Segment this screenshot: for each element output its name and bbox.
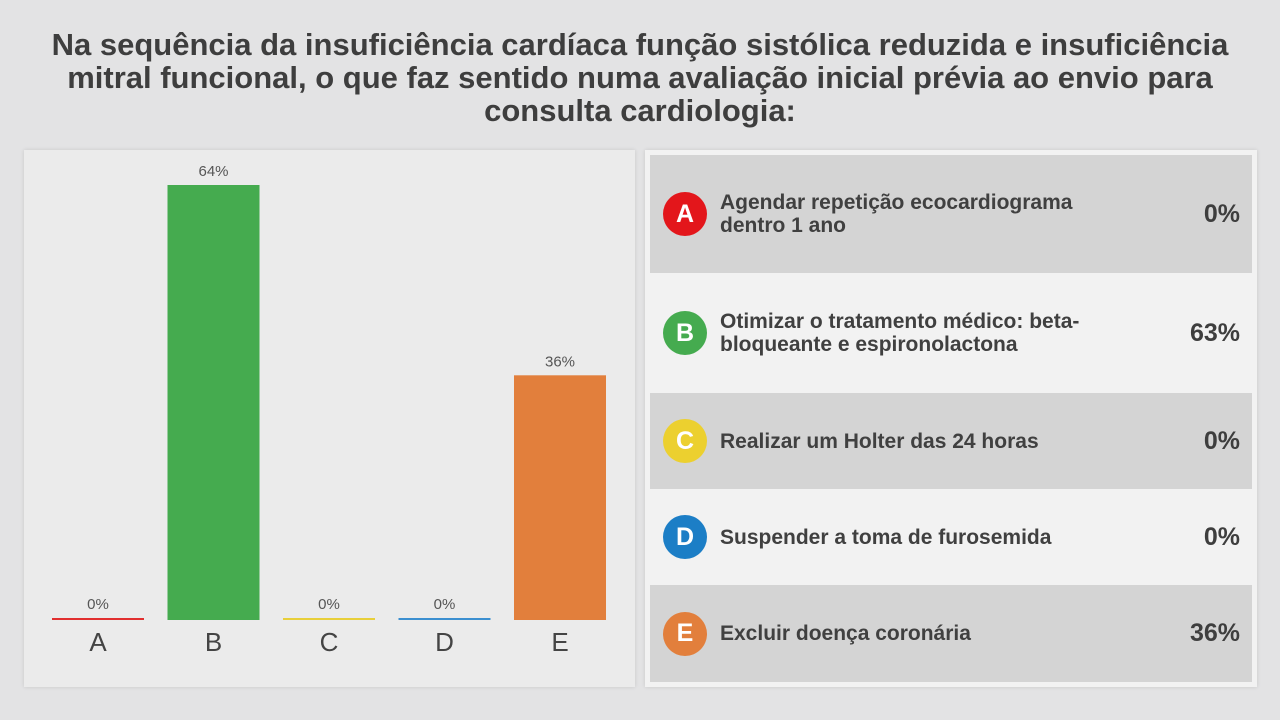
option-b[interactable]: B Otimizar o tratamento médico: beta-blo… (650, 273, 1252, 393)
option-d[interactable]: D Suspender a toma de furosemida 0% (650, 489, 1252, 585)
category-label-d: D (435, 627, 454, 657)
bar-value-label-d: 0% (434, 596, 456, 613)
option-e-text: Excluir doença coronária (720, 622, 971, 645)
option-b-badge: B (663, 311, 707, 355)
category-label-e: E (551, 627, 568, 657)
answer-options-panel: A Agendar repetição ecocardiograma dentr… (645, 150, 1257, 687)
option-d-text: Suspender a toma de furosemida (720, 525, 1052, 549)
option-e-badge: E (663, 611, 707, 656)
bar-value-label-a: 0% (87, 596, 109, 613)
option-c[interactable]: C Realizar um Holter das 24 horas 0% (650, 393, 1252, 489)
bar-c (283, 618, 375, 620)
question-title: Na sequência da insuficiência cardíaca f… (51, 27, 1229, 128)
option-a-badge: A (663, 192, 707, 236)
option-a-percent: 0% (1203, 199, 1240, 228)
category-label-b: B (205, 627, 222, 657)
bar-chart-svg: 0% A 64% B 0% C 0% D 36% E (52, 163, 606, 657)
bar-value-label-c: 0% (318, 596, 340, 613)
option-a-text: Agendar repetição ecocardiograma dentro … (720, 191, 1073, 237)
option-d-badge: D (663, 515, 707, 559)
option-d-percent: 0% (1203, 522, 1240, 551)
option-e-percent: 36% (1189, 619, 1240, 647)
option-c-text: Realizar um Holter das 24 horas (720, 429, 1039, 453)
option-a[interactable]: A Agendar repetição ecocardiograma dentr… (650, 155, 1252, 273)
bar-e (514, 375, 606, 620)
bar-value-label-e: 36% (545, 353, 575, 370)
option-e[interactable]: E Excluir doença coronária 36% (650, 585, 1252, 682)
bar-a (52, 618, 144, 620)
bar-value-label-b: 64% (198, 163, 228, 180)
results-bar-chart: 0% A 64% B 0% C 0% D 36% E (24, 150, 635, 687)
category-label-a: A (89, 627, 107, 657)
category-label-c: C (320, 627, 339, 657)
option-b-text: Otimizar o tratamento médico: beta-bloqu… (720, 310, 1080, 356)
bar-d (398, 618, 491, 620)
bar-b (167, 185, 260, 620)
option-b-percent: 63% (1189, 318, 1240, 347)
option-c-percent: 0% (1203, 426, 1240, 455)
option-c-badge: C (663, 419, 707, 463)
